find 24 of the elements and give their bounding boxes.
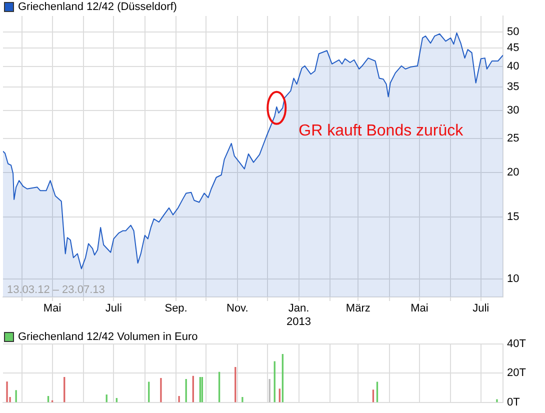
- x-tick-label: Mai: [43, 302, 62, 315]
- legend-label: Griechenland 12/42 (Düsseldorf): [18, 1, 177, 13]
- y-tick-label: 20T: [507, 367, 526, 380]
- annotation: GR kauft Bonds zurück: [298, 122, 464, 140]
- y-tick-label: 35: [507, 80, 520, 93]
- x-tick-label: Jan. 2013: [286, 302, 312, 328]
- x-tick-label: Sep.: [164, 302, 188, 315]
- y-tick-label: 0T: [507, 396, 520, 408]
- y-tick-label: 10: [507, 273, 520, 286]
- x-tick-label: Juli: [105, 302, 122, 315]
- y-tick-label: 40T: [507, 338, 526, 350]
- y-tick-label: 40: [507, 60, 520, 72]
- y-tick-label: 25: [507, 132, 520, 144]
- y-tick-label: 30: [507, 104, 520, 116]
- x-tick-label: März: [346, 302, 370, 315]
- x-tick-label: Juli: [472, 302, 490, 315]
- legend-label: Griechenland 12/42 Volumen in Euro: [18, 331, 198, 343]
- y-tick-label: 20: [507, 166, 520, 179]
- y-tick-label: 50: [507, 26, 520, 38]
- x-tick-label: Nov.: [226, 302, 248, 315]
- annotation: 13.03.12 – 23.07.13: [7, 284, 105, 296]
- y-tick-label: 15: [507, 210, 520, 223]
- y-tick-label: 45: [507, 42, 520, 54]
- x-tick-label: Mai: [410, 302, 428, 315]
